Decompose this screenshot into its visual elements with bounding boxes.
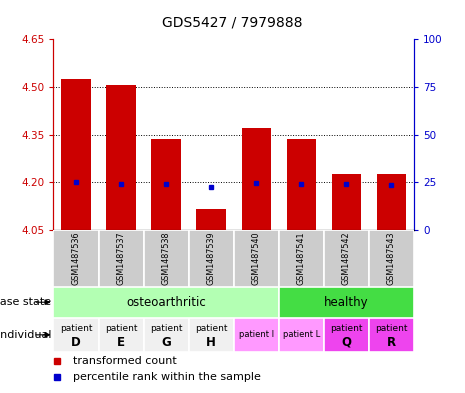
Text: GSM1487541: GSM1487541 <box>297 231 306 285</box>
Text: patient I: patient I <box>239 331 274 339</box>
Text: patient: patient <box>330 324 363 333</box>
Text: individual: individual <box>0 330 51 340</box>
Text: D: D <box>71 336 81 349</box>
Bar <box>144 318 189 352</box>
Text: healthy: healthy <box>324 296 369 309</box>
Bar <box>53 230 99 287</box>
Bar <box>152 140 181 230</box>
Bar <box>279 318 324 352</box>
Bar <box>369 230 414 287</box>
Text: GSM1487543: GSM1487543 <box>387 231 396 285</box>
Bar <box>106 85 136 230</box>
Text: percentile rank within the sample: percentile rank within the sample <box>73 372 261 382</box>
Text: E: E <box>117 336 125 349</box>
Bar <box>99 318 144 352</box>
Text: patient: patient <box>195 324 227 333</box>
Text: GDS5427 / 7979888: GDS5427 / 7979888 <box>162 16 303 30</box>
Bar <box>279 230 324 287</box>
Bar <box>144 230 189 287</box>
Text: GSM1487539: GSM1487539 <box>206 231 216 285</box>
Text: GSM1487540: GSM1487540 <box>252 231 261 285</box>
Bar <box>241 128 271 230</box>
Text: H: H <box>206 336 216 349</box>
Text: patient: patient <box>375 324 408 333</box>
Bar <box>279 287 414 318</box>
Text: osteoarthritic: osteoarthritic <box>126 296 206 309</box>
Bar <box>233 318 279 352</box>
Bar <box>332 174 361 230</box>
Bar <box>197 209 226 230</box>
Bar <box>324 318 369 352</box>
Text: GSM1487538: GSM1487538 <box>162 231 171 285</box>
Text: GSM1487542: GSM1487542 <box>342 231 351 285</box>
Text: transformed count: transformed count <box>73 356 177 367</box>
Text: G: G <box>161 336 171 349</box>
Bar <box>53 318 99 352</box>
Bar <box>286 140 316 230</box>
Bar <box>53 287 279 318</box>
Text: Q: Q <box>341 336 351 349</box>
Bar <box>189 318 233 352</box>
Bar <box>189 230 233 287</box>
Text: GSM1487536: GSM1487536 <box>72 231 80 285</box>
Text: GSM1487537: GSM1487537 <box>117 231 126 285</box>
Text: R: R <box>387 336 396 349</box>
Bar <box>377 174 406 230</box>
Bar <box>233 230 279 287</box>
Text: patient: patient <box>60 324 92 333</box>
Text: disease state: disease state <box>0 297 51 307</box>
Bar <box>369 318 414 352</box>
Bar <box>324 230 369 287</box>
Text: patient: patient <box>105 324 137 333</box>
Text: patient L: patient L <box>283 331 320 339</box>
Bar <box>61 79 91 230</box>
Text: patient: patient <box>150 324 182 333</box>
Bar <box>99 230 144 287</box>
